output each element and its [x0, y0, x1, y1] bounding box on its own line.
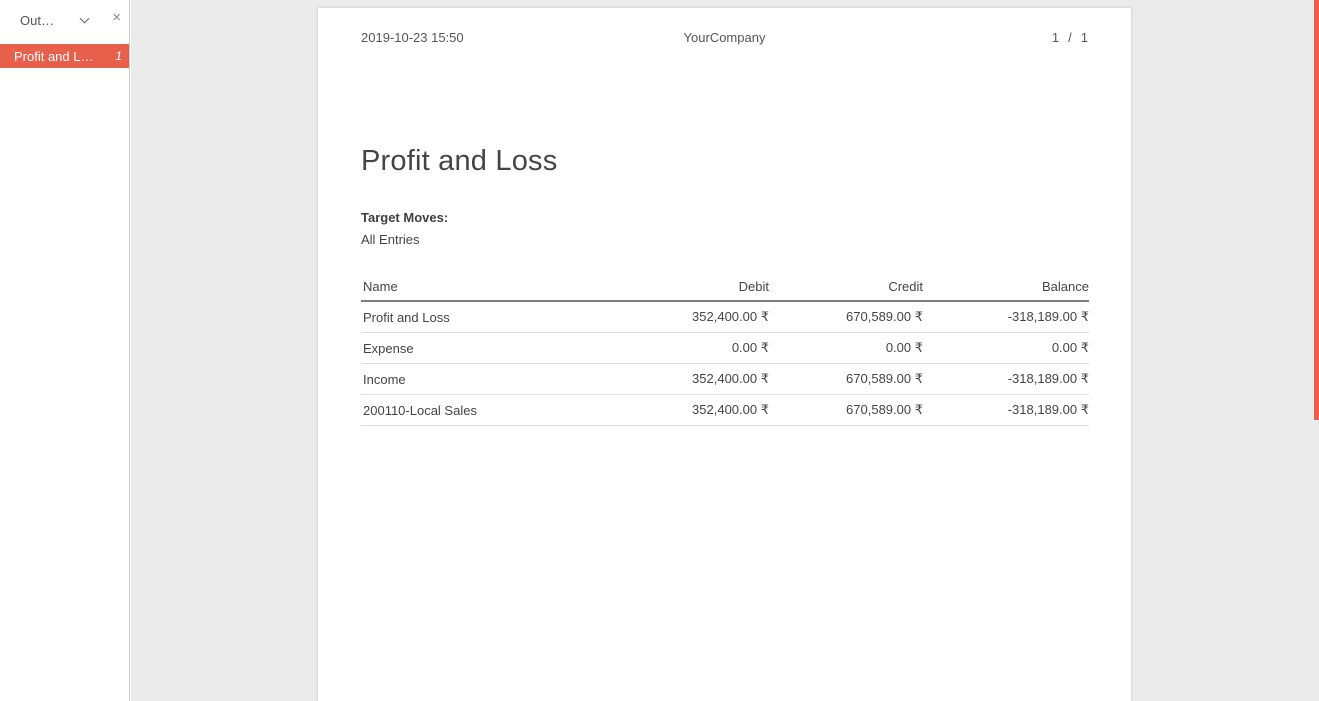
- credit-value: 0.00 ₹: [769, 332, 923, 364]
- page-current: 1: [1051, 30, 1060, 45]
- report-datetime: 2019-10-23 15:50: [361, 30, 464, 45]
- right-edge-scrollbar[interactable]: [1314, 0, 1319, 420]
- outline-item-profit-and-loss[interactable]: Profit and L… 1: [0, 44, 129, 68]
- column-header-name: Name: [361, 275, 641, 302]
- debit-value: 352,400.00 ₹: [641, 394, 769, 426]
- target-moves-label: Target Moves:: [361, 210, 449, 225]
- outline-dropdown-label: Out…: [20, 12, 54, 28]
- table-row: Profit and Loss 352,400.00 ₹ 670,589.00 …: [361, 301, 1089, 333]
- table-row: Income 352,400.00 ₹ 670,589.00 ₹ -318,18…: [361, 363, 1089, 395]
- page-indicator: 1 / 1: [765, 30, 1088, 45]
- credit-value: 670,589.00 ₹: [769, 363, 923, 395]
- report-title: Profit and Loss: [361, 145, 558, 177]
- credit-value: 670,589.00 ₹: [769, 394, 923, 426]
- outline-item-label: Profit and L…: [14, 48, 94, 64]
- debit-value: 0.00 ₹: [641, 332, 769, 364]
- balance-value: -318,189.00 ₹: [923, 363, 1089, 395]
- balance-value: -318,189.00 ₹: [923, 301, 1089, 333]
- account-name: 200110-Local Sales: [361, 394, 641, 426]
- table-header-row: Name Debit Credit Balance: [361, 275, 1089, 302]
- debit-value: 352,400.00 ₹: [641, 363, 769, 395]
- account-name: Profit and Loss: [361, 301, 641, 333]
- page-separator: /: [1068, 30, 1072, 45]
- company-name: YourCompany: [683, 30, 766, 45]
- report-page-header: 2019-10-23 15:50 YourCompany 1 / 1: [361, 30, 1088, 45]
- outline-sidebar: Out… × Profit and L… 1: [0, 0, 130, 701]
- outline-dropdown[interactable]: Out…: [0, 12, 90, 28]
- target-moves-value: All Entries: [361, 232, 420, 247]
- balance-value: -318,189.00 ₹: [923, 394, 1089, 426]
- chevron-down-icon: [79, 13, 90, 23]
- target-moves-block: Target Moves: All Entries: [361, 210, 1088, 247]
- debit-value: 352,400.00 ₹: [641, 301, 769, 333]
- column-header-balance: Balance: [923, 275, 1089, 302]
- credit-value: 670,589.00 ₹: [769, 301, 923, 333]
- column-header-credit: Credit: [769, 275, 923, 302]
- table-row: 200110-Local Sales 352,400.00 ₹ 670,589.…: [361, 394, 1089, 426]
- document-canvas: 2019-10-23 15:50 YourCompany 1 / 1 Profit …: [131, 0, 1319, 701]
- page-total: 1: [1080, 30, 1088, 45]
- table-row: Expense 0.00 ₹ 0.00 ₹ 0.00 ₹: [361, 332, 1089, 364]
- outline-sidebar-header: Out… ×: [0, 0, 129, 40]
- outline-item-page-number: 1: [115, 49, 122, 63]
- balance-value: 0.00 ₹: [923, 332, 1089, 364]
- profit-loss-table: Name Debit Credit Balance Profit and Los…: [361, 275, 1089, 426]
- account-name: Expense: [361, 332, 641, 364]
- account-name: Income: [361, 363, 641, 395]
- close-icon[interactable]: ×: [112, 9, 121, 26]
- column-header-debit: Debit: [641, 275, 769, 302]
- pdf-page: 2019-10-23 15:50 YourCompany 1 / 1 Profit …: [318, 8, 1131, 701]
